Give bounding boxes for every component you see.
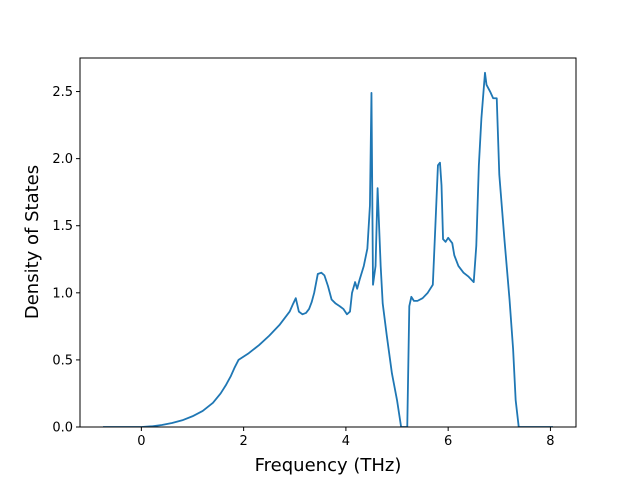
axes-frame [79, 57, 577, 428]
x-tick-label: 0 [137, 434, 145, 449]
y-tick-label: 1.5 [52, 219, 73, 234]
x-tick-label: 8 [546, 434, 554, 449]
x-axis-ticks: 0 2 4 6 8 [137, 427, 555, 449]
y-axis-ticks: 0.0 0.5 1.0 1.5 2.0 2.5 [52, 85, 80, 436]
y-tick-label: 0.5 [52, 353, 73, 368]
plot-area [103, 71, 553, 427]
x-axis-label: Frequency (THz) [255, 455, 402, 476]
x-tick-label: 2 [239, 434, 247, 449]
y-tick-label: 2.0 [52, 152, 73, 167]
y-tick-label: 1.0 [52, 286, 73, 301]
dos-series-line-0 [103, 71, 553, 427]
x-tick-label: 4 [342, 434, 350, 449]
x-tick-label: 6 [444, 434, 452, 449]
y-tick-label: 2.5 [52, 85, 73, 100]
y-tick-label: 0.0 [52, 421, 73, 436]
y-axis-label: Density of States [22, 165, 43, 319]
